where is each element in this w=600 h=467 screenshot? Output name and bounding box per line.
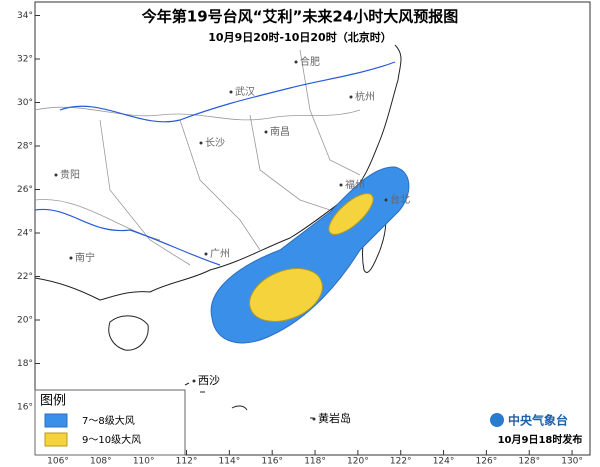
x-tick-label: 116°: [261, 457, 283, 467]
x-tick-label: 124°: [433, 457, 455, 467]
city-dot: [69, 256, 73, 260]
y-tick-label: 32°: [17, 55, 33, 65]
x-tick-label: 128°: [518, 457, 540, 467]
subtitle: 10月9日20时-10日20时（北京时）: [208, 30, 391, 44]
x-tick-label: 108°: [90, 457, 112, 467]
y-tick-label: 20°: [17, 316, 33, 326]
province-line: [299, 49, 361, 176]
city-dot: [264, 130, 268, 134]
city-dot: [229, 90, 233, 94]
city-dot: [384, 198, 388, 202]
city-label: 武汉: [235, 85, 255, 98]
province-line: [249, 114, 331, 211]
y-tick-label: 18°: [17, 359, 33, 369]
agency-name: 中央气象台: [508, 413, 568, 428]
x-tick-label: 106°: [47, 457, 69, 467]
city-label: 杭州: [355, 90, 375, 103]
river: [59, 61, 396, 123]
base-map: [34, 44, 402, 419]
coastline: [34, 44, 402, 301]
y-tick-label: 24°: [17, 229, 33, 239]
y-tick-label: 28°: [17, 142, 33, 152]
agency-logo: [490, 413, 504, 427]
x-tick-label: 114°: [219, 457, 241, 467]
axis-ticks: 106° 108° 110° 112° 114° 116° 118° 120° 122° 124°…: [17, 11, 583, 467]
y-tick-label: 34°: [17, 11, 33, 21]
city-dot: [339, 183, 343, 187]
city-label: 福州: [345, 178, 365, 191]
city-dot: [349, 95, 353, 99]
city-dot: [199, 141, 203, 145]
legend-title: 图例: [40, 394, 66, 409]
y-tick-label: 22°: [17, 272, 33, 282]
legend-label: 9～10级大风: [82, 433, 141, 446]
wind-zone-9-10: [249, 268, 323, 322]
city-dot: [312, 417, 316, 421]
city-label: 贵阳: [60, 168, 80, 181]
city-label: 合肥: [300, 55, 320, 68]
province-line: [34, 106, 361, 121]
river: [34, 208, 221, 266]
wind-zone-9-10: [328, 193, 374, 235]
y-tick-label: 16°: [17, 403, 33, 413]
x-tick-label: 118°: [304, 457, 326, 467]
x-tick-label: 130°: [561, 457, 583, 467]
city-dot: [54, 173, 58, 177]
legend-swatch: [44, 432, 68, 447]
x-tick-label: 112°: [176, 457, 198, 467]
y-tick-label: 30°: [17, 98, 33, 108]
legend-label: 7～8级大风: [82, 414, 135, 427]
x-tick-label: 110°: [133, 457, 155, 467]
city-label: 广州: [210, 248, 230, 260]
province-line: [179, 119, 261, 251]
y-tick-label: 26°: [17, 185, 33, 195]
islands: [184, 382, 313, 419]
city-label: 西沙: [198, 374, 220, 387]
legend-swatch: [44, 413, 68, 428]
issue-time: 10月9日18时发布: [498, 433, 583, 446]
city-dot: [204, 252, 208, 256]
x-tick-label: 120°: [347, 457, 369, 467]
city-label: 南宁: [75, 251, 95, 264]
city-dot: [192, 379, 196, 383]
x-tick-label: 126°: [476, 457, 498, 467]
city-label: 长沙: [205, 137, 225, 149]
city-label: 台北: [390, 193, 410, 206]
title: 今年第19号台风“艾利”未来24小时大风预报图: [141, 8, 458, 26]
city-dot: [294, 60, 298, 64]
city-label: 黄岩岛: [318, 411, 351, 425]
x-tick-label: 122°: [390, 457, 412, 467]
city-label: 南昌: [270, 125, 290, 138]
hainan: [108, 315, 149, 351]
province-line: [99, 119, 191, 266]
